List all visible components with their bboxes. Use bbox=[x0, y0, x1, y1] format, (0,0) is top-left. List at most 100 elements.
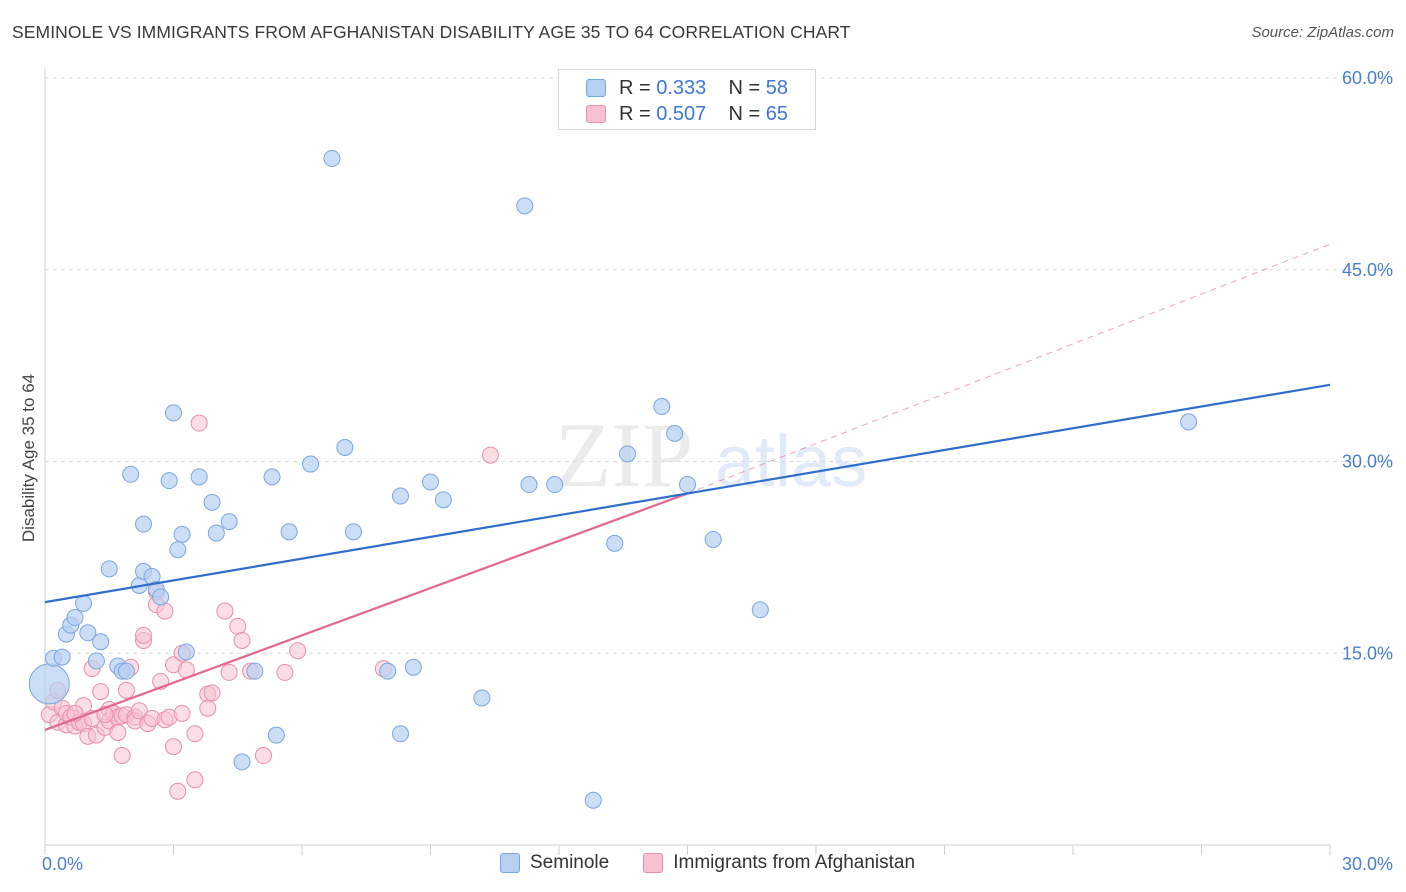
immigrants-point bbox=[233, 631, 251, 649]
seminole-trend-line bbox=[44, 383, 1331, 604]
immigrants-point bbox=[254, 747, 272, 765]
seminole-point bbox=[619, 445, 637, 463]
tick-labels: 15.0% 30.0% 45.0% 60.0% 0.0% 30.0% bbox=[42, 68, 1393, 874]
seminole-point bbox=[79, 624, 97, 642]
immigrants-point bbox=[173, 704, 191, 722]
y-tick-label: 45.0% bbox=[1342, 260, 1393, 280]
immigrants-trend-line bbox=[44, 492, 688, 731]
series-seminole-points bbox=[28, 150, 1198, 809]
watermark-atlas: atlas bbox=[715, 422, 867, 502]
legend-row-immigrants: R = 0.507 N = 65 bbox=[586, 101, 788, 127]
seminole-point bbox=[336, 438, 354, 456]
seminole-point bbox=[392, 725, 410, 743]
y-tick-label: 60.0% bbox=[1342, 68, 1393, 88]
source-label: Source: ZipAtlas.com bbox=[1251, 24, 1394, 41]
seminole-point bbox=[87, 652, 105, 670]
seminole-point bbox=[135, 515, 153, 533]
n-label: N = bbox=[728, 76, 766, 99]
immigrants-point bbox=[186, 771, 204, 789]
legend-item-seminole[interactable]: Seminole bbox=[500, 852, 609, 874]
immigrants-point bbox=[113, 747, 131, 765]
seminole-point bbox=[169, 541, 187, 559]
immigrants-point bbox=[117, 681, 135, 699]
immigrants-point bbox=[216, 602, 234, 620]
immigrants-point bbox=[220, 663, 238, 681]
legend-item-immigrants[interactable]: Immigrants from Afghanistan bbox=[643, 852, 915, 874]
seminole-point bbox=[117, 662, 135, 680]
seminole-point bbox=[584, 791, 602, 809]
legend-swatch-blue bbox=[500, 853, 520, 873]
seminole-point bbox=[160, 472, 178, 490]
seminole-point bbox=[152, 588, 170, 606]
seminole-point bbox=[344, 523, 362, 541]
r-value: 0.507 bbox=[656, 102, 707, 125]
seminole-point bbox=[404, 658, 422, 676]
n-value: 65 bbox=[765, 102, 789, 125]
seminole-point bbox=[75, 594, 93, 612]
watermark: ZIP atlas bbox=[555, 404, 867, 506]
legend-label-seminole: Seminole bbox=[530, 852, 610, 873]
immigrants-point bbox=[169, 782, 187, 800]
seminole-point bbox=[302, 455, 320, 473]
seminole-point bbox=[233, 753, 251, 771]
seminole-point bbox=[546, 476, 564, 494]
n-label: N = bbox=[728, 102, 766, 125]
seminole-point bbox=[704, 530, 722, 548]
seminole-point bbox=[267, 726, 285, 744]
seminole-point bbox=[53, 648, 71, 666]
chart-title: SEMINOLE VS IMMIGRANTS FROM AFGHANISTAN … bbox=[12, 22, 851, 42]
seminole-point bbox=[379, 662, 397, 680]
seminole-point bbox=[434, 491, 452, 509]
seminole-point bbox=[473, 689, 491, 707]
legend-stats: R = 0.333 N = 58 R = 0.507 N = 65 bbox=[558, 69, 816, 130]
immigrants-point bbox=[92, 683, 110, 701]
seminole-point bbox=[666, 424, 684, 442]
seminole-point bbox=[1180, 413, 1198, 431]
seminole-point bbox=[280, 523, 298, 541]
seminole-point bbox=[92, 633, 110, 651]
immigrants-point bbox=[289, 642, 307, 660]
legend-row-seminole: R = 0.333 N = 58 bbox=[586, 75, 788, 101]
seminole-point bbox=[100, 560, 118, 578]
seminole-point bbox=[263, 468, 281, 486]
legend-swatch-pink bbox=[643, 853, 664, 873]
r-label: R = bbox=[619, 102, 657, 125]
immigrants-point bbox=[199, 699, 217, 717]
legend-swatch-pink bbox=[586, 105, 606, 123]
seminole-point bbox=[122, 465, 140, 483]
seminole-point bbox=[203, 493, 221, 511]
immigrants-point bbox=[135, 626, 153, 644]
seminole-point bbox=[392, 487, 410, 505]
immigrants-point bbox=[203, 684, 221, 702]
seminole-point bbox=[516, 197, 534, 215]
seminole-point bbox=[177, 643, 195, 661]
legend-label-immigrants: Immigrants from Afghanistan bbox=[673, 852, 916, 873]
seminole-point bbox=[207, 524, 225, 542]
seminole-point bbox=[173, 525, 191, 543]
r-value: 0.333 bbox=[656, 76, 707, 99]
immigrants-point bbox=[276, 663, 294, 681]
seminole-point bbox=[422, 473, 439, 491]
trend-lines bbox=[44, 243, 1331, 731]
immigrants-point bbox=[156, 602, 174, 620]
seminole-point bbox=[66, 608, 84, 626]
immigrants-point bbox=[186, 725, 204, 743]
seminole-point bbox=[28, 663, 70, 705]
n-value: 58 bbox=[765, 76, 789, 99]
seminole-point bbox=[165, 404, 182, 422]
legend-stat-text: R = 0.507 N = 65 bbox=[619, 103, 788, 126]
immigrants-point bbox=[130, 702, 148, 720]
seminole-point bbox=[679, 476, 696, 494]
legend-stat-text: R = 0.333 N = 58 bbox=[619, 77, 788, 100]
immigrants-point bbox=[165, 738, 182, 756]
seminole-point bbox=[190, 468, 208, 486]
immigrants-point bbox=[96, 706, 114, 724]
legend-swatch-blue bbox=[586, 79, 606, 97]
immigrants-trend-extension bbox=[687, 243, 1331, 494]
seminole-point bbox=[653, 398, 671, 416]
x-tick-label: 30.0% bbox=[1342, 854, 1393, 874]
y-axis-label: Disability Age 35 to 64 bbox=[19, 374, 38, 542]
seminole-point bbox=[246, 662, 264, 680]
r-label: R = bbox=[619, 76, 657, 99]
